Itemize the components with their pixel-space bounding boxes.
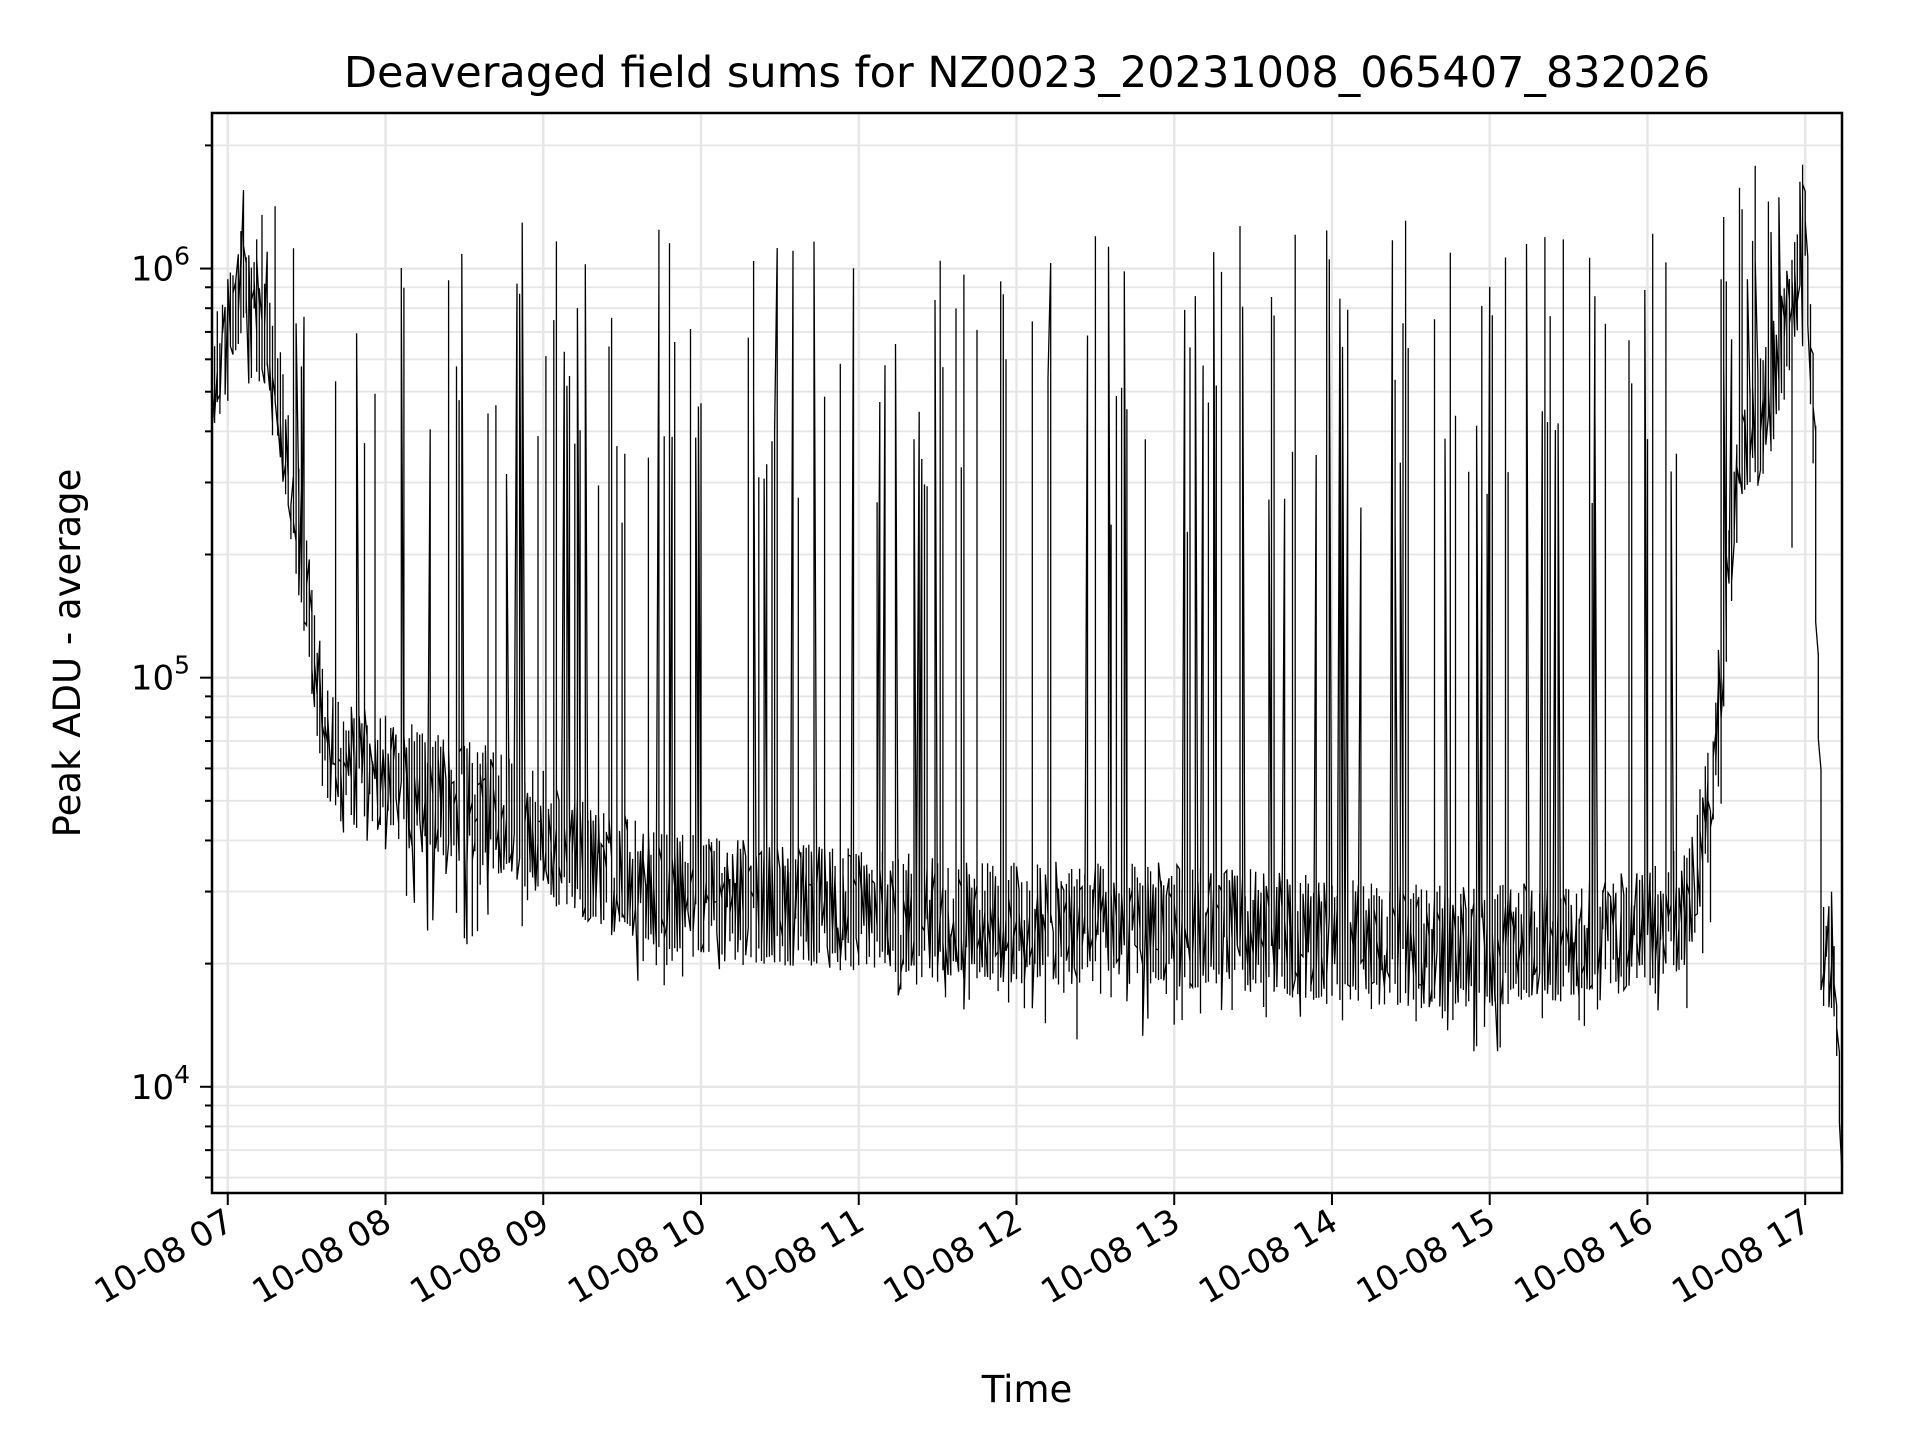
x-tick-label: 10-08 17 (1665, 1201, 1817, 1312)
y-tick-label: 104 (131, 1060, 190, 1108)
y-tick-base: 10 (131, 250, 174, 290)
x-tick-label: 10-08 12 (877, 1201, 1029, 1312)
y-tick-label: 106 (131, 242, 190, 290)
x-tick-label: 10-08 16 (1508, 1201, 1660, 1312)
y-tick-exponent: 4 (174, 1060, 190, 1089)
plot-frame (210, 111, 1844, 1195)
x-tick-label: 10-08 14 (1192, 1201, 1344, 1312)
x-tick-label: 10-08 15 (1350, 1201, 1502, 1312)
x-axis-label: Time (981, 1368, 1073, 1411)
y-tick-label: 105 (131, 651, 190, 699)
y-tick-exponent: 5 (174, 651, 190, 680)
chart-title: Deaveraged field sums for NZ0023_2023100… (344, 48, 1710, 98)
y-tick-exponent: 6 (174, 242, 190, 271)
y-axis-label: Peak ADU - average (46, 469, 89, 838)
x-tick-label: 10-08 08 (246, 1201, 398, 1312)
x-tick-label: 10-08 11 (719, 1201, 871, 1312)
y-tick-base: 10 (131, 1068, 174, 1108)
x-tick-label: 10-08 13 (1034, 1201, 1186, 1312)
x-tick-label: 10-08 09 (403, 1201, 555, 1312)
y-tick-base: 10 (131, 659, 174, 699)
x-tick-label: 10-08 10 (561, 1201, 713, 1312)
grid (212, 113, 1842, 1193)
series-line (211, 164, 1843, 1172)
x-tick-label: 10-08 07 (88, 1201, 240, 1312)
